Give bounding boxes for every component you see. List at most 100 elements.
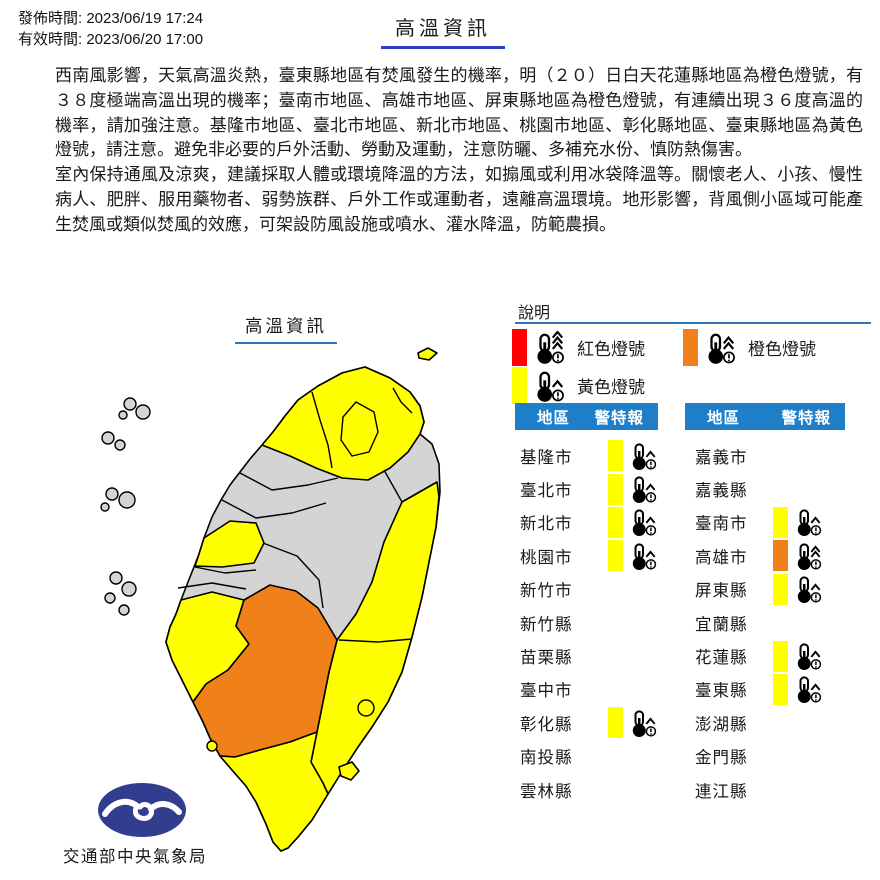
- map-title: 高溫資訊: [235, 313, 337, 344]
- thermometer-icon: [627, 541, 659, 571]
- warning-swatch: [608, 440, 623, 472]
- warning-cell: [608, 506, 659, 538]
- table-row: 南投縣: [515, 740, 665, 773]
- table-header: 地區 警特報: [515, 403, 658, 430]
- legend-label: 橙色燈號: [748, 340, 816, 359]
- warning-swatch: [608, 506, 623, 538]
- county-border: [262, 542, 324, 609]
- county-border: [311, 391, 333, 469]
- thermometer-icon: [792, 541, 824, 571]
- bulletin-text: 西南風影響，天氣高溫炎熱，臺東縣地區有焚風發生的機率，明（２０）日白天花蓮縣地區…: [55, 64, 863, 238]
- warning-cell: [512, 367, 567, 404]
- region-name: 高雄市: [695, 548, 748, 567]
- legend-label: 紅色燈號: [577, 340, 645, 359]
- region-name: 屏東縣: [695, 582, 748, 601]
- county-border-yilan: [383, 469, 438, 503]
- warning-swatch: [773, 540, 788, 572]
- warning-swatch: [512, 329, 527, 366]
- table-header: 地區 警特報: [685, 403, 845, 430]
- map-region-changhua: [194, 520, 265, 568]
- table-row: 花蓮縣: [685, 639, 871, 672]
- region-name: 臺中市: [520, 682, 573, 701]
- island-northeast-islet: [417, 347, 438, 361]
- legend-item: 黃色燈號: [512, 367, 645, 404]
- bulletin-paragraph: 西南風影響，天氣高溫炎熱，臺東縣地區有焚風發生的機率，明（２０）日白天花蓮縣地區…: [55, 66, 863, 160]
- table-row: 連江縣: [685, 773, 871, 806]
- legend-item: 紅色燈號: [512, 329, 645, 366]
- warning-swatch: [608, 707, 623, 739]
- county-border: [239, 472, 339, 491]
- table-body: 基隆市 臺北市 新北市 桃園市 新竹市 新竹縣 苗栗縣 臺中市 彰化縣 南投縣 …: [515, 439, 665, 806]
- table-row: 新竹縣: [515, 606, 665, 639]
- valid-time: 有效時間: 2023/06/20 17:00: [18, 31, 204, 48]
- county-border-taipei: [340, 401, 379, 457]
- warning-cell: [773, 573, 824, 605]
- table-row: 新竹市: [515, 573, 665, 606]
- warning-cell: [773, 506, 824, 538]
- island-kinmen: [114, 439, 126, 451]
- warning-cell: [608, 473, 659, 505]
- table-row: 宜蘭縣: [685, 606, 871, 639]
- table-row: 臺北市: [515, 472, 665, 505]
- county-border: [177, 582, 247, 590]
- warning-cell: [773, 540, 824, 572]
- legend-title: 說明: [518, 305, 551, 322]
- region-name: 彰化縣: [520, 715, 573, 734]
- island-penghu: [105, 487, 119, 501]
- island-matsu: [123, 397, 137, 411]
- warning-swatch: [512, 367, 527, 404]
- table-body: 嘉義市 嘉義縣 臺南市 高雄市 屏東縣 宜蘭縣 花蓮縣 臺東縣 澎湖縣 金門縣 …: [685, 439, 871, 806]
- county-border-hualien-taitung: [338, 638, 413, 643]
- island-matsu: [118, 410, 128, 420]
- region-name: 臺南市: [695, 515, 748, 534]
- table-row: 苗栗縣: [515, 639, 665, 672]
- table-row: 臺東縣: [685, 673, 871, 706]
- thermometer-icon: [702, 331, 738, 365]
- region-name: 嘉義縣: [695, 482, 748, 501]
- warning-swatch: [608, 540, 623, 572]
- table-row: 嘉義縣: [685, 472, 871, 505]
- region-name: 苗栗縣: [520, 649, 573, 668]
- warning-cell: [608, 440, 659, 472]
- legend-label: 黃色燈號: [577, 378, 645, 397]
- region-name: 臺東縣: [695, 682, 748, 701]
- region-name: 南投縣: [520, 749, 573, 768]
- page-title: 高溫資訊: [381, 12, 505, 49]
- thermometer-icon: [792, 641, 824, 671]
- table-row: 金門縣: [685, 740, 871, 773]
- taiwan-warning-map: [100, 347, 441, 852]
- issue-times: 發佈時間: 2023/06/19 17:24 有效時間: 2023/06/20 …: [18, 8, 203, 50]
- thermometer-icon: [627, 474, 659, 504]
- island-orchid-island: [338, 761, 360, 781]
- warning-swatch: [773, 506, 788, 538]
- map-region-pingtung: [219, 731, 329, 852]
- region-name: 花蓮縣: [695, 649, 748, 668]
- region-name: 雲林縣: [520, 782, 573, 801]
- warning-swatch: [608, 473, 623, 505]
- island-green-island: [357, 699, 375, 717]
- island-kinmen: [101, 431, 115, 445]
- legend-divider: [515, 322, 871, 324]
- region-name: 基隆市: [520, 448, 573, 467]
- table-row: 基隆市: [515, 439, 665, 472]
- warning-table-left: 地區 警特報 基隆市 臺北市 新北市 桃園市 新竹市 新竹縣 苗栗縣 臺中市 彰…: [515, 403, 665, 806]
- region-name: 桃園市: [520, 548, 573, 567]
- column-header-warning: 警特報: [594, 409, 644, 427]
- warning-cell: [512, 329, 567, 366]
- column-header-region: 地區: [537, 409, 571, 427]
- island-penghu-south: [121, 581, 137, 597]
- region-name: 連江縣: [695, 782, 748, 801]
- table-row: 嘉義市: [685, 439, 871, 472]
- thermometer-icon: [531, 331, 567, 365]
- warning-swatch: [773, 573, 788, 605]
- island-penghu-south: [104, 592, 116, 604]
- column-header-warning: 警特報: [781, 409, 831, 427]
- table-row: 彰化縣: [515, 706, 665, 739]
- island-liuqiu: [206, 740, 218, 752]
- warning-swatch: [683, 329, 698, 366]
- table-row: 雲林縣: [515, 773, 665, 806]
- column-header-region: 地區: [707, 409, 741, 427]
- county-border: [194, 566, 257, 574]
- table-row: 新北市: [515, 506, 665, 539]
